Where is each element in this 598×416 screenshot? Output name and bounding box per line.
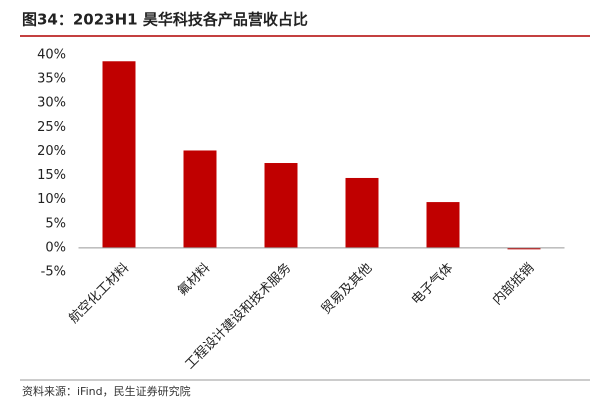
bar [264, 163, 298, 248]
chart-title: 图34：2023H1 昊华科技各产品营收占比 [22, 11, 308, 29]
x-tick-label: 电子气体 [408, 260, 456, 308]
x-tick-label: 内部抵销 [489, 260, 537, 308]
y-tick-label: 10% [37, 192, 66, 207]
bar [183, 150, 217, 248]
source-note: 资料来源：iFind，民生证券研究院 [22, 384, 191, 398]
y-tick-label: 35% [37, 72, 66, 87]
bar [426, 202, 460, 248]
y-tick-label: 30% [37, 96, 66, 111]
x-tick-label: 贸易及其他 [319, 261, 376, 318]
x-tick-label: 氟材料 [175, 261, 213, 299]
y-tick-label: 40% [37, 48, 66, 63]
y-tick-label: -5% [41, 265, 66, 280]
y-tick-label: 0% [45, 240, 66, 255]
y-tick-label: 25% [37, 120, 66, 135]
y-tick-label: 20% [37, 144, 66, 159]
bar [102, 61, 136, 248]
bar [507, 247, 541, 250]
x-tick-label: 航空化工材料 [66, 260, 132, 326]
y-tick-label: 15% [37, 168, 66, 183]
bar [345, 177, 379, 248]
y-tick-label: 5% [45, 216, 66, 231]
